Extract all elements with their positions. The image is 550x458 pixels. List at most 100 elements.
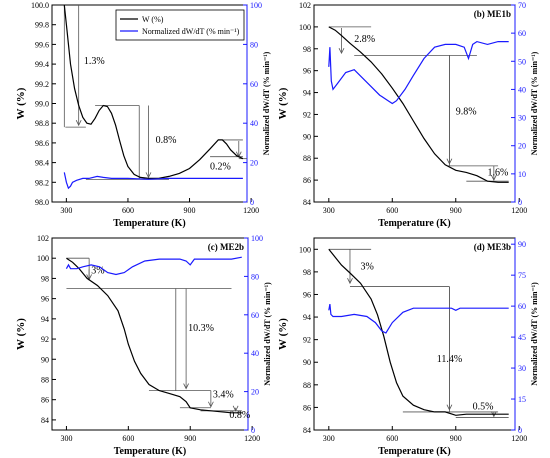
y-tick-label: 100 [299, 23, 311, 32]
y2-tick-label: 45 [518, 333, 526, 342]
x-axis-label: Temperature (K) [378, 446, 451, 457]
x-axis-label: Temperature (K) [113, 218, 186, 229]
y-tick-label: 99.6 [35, 40, 49, 49]
chart-panel: 300 600 900 1200848688909294969810010201020… [277, 1, 539, 229]
y2-tick-label: 70 [518, 1, 526, 10]
y-tick-label: 88 [41, 375, 49, 384]
y2-tick-label: 60 [518, 302, 526, 311]
legend-label: Normalized dW/dT (% min⁻¹) [142, 27, 240, 36]
arrow-head [208, 401, 214, 408]
y2-tick-label: 90 [518, 240, 526, 249]
y-tick-label: 100 [299, 245, 311, 254]
percent-annotation: 0.8% [156, 135, 177, 146]
chart-panel: 300 600 900 120098.098.298.498.698.899.099.… [15, 1, 271, 229]
y2-tick-label: 40 [518, 85, 526, 94]
y2-tick-label: 40 [251, 349, 259, 358]
y-tick-label: 88 [303, 154, 311, 163]
percent-annotation: 0.5% [473, 402, 494, 413]
y-tick-label: 92 [303, 336, 311, 345]
y-tick-label: 98 [303, 268, 311, 277]
percent-annotation: 3% [361, 262, 374, 273]
y-tick-label: 98.6 [35, 139, 49, 148]
derivative-series-line [63, 172, 243, 190]
arrow-head [446, 158, 453, 165]
arrow-head [145, 172, 152, 179]
y-axis-label: W (%) [277, 318, 289, 350]
y2-tick-label: 20 [251, 388, 259, 397]
chart-panel: 300 600 900 1200 84 86 88 90 92 94 96 98 100 102 0 20 40… [15, 234, 272, 457]
y-tick-label: 94 [303, 89, 311, 98]
percent-annotation: 11.4% [437, 354, 462, 365]
y2-tick-label: 60 [518, 29, 526, 38]
percent-annotation: 2.8% [354, 34, 375, 45]
arrow-head [232, 405, 239, 412]
y2-tick-label: 15 [518, 395, 526, 404]
chart-panel: 300 600 900 1200 84 86 88 90 92 94 96 98 100 0 15 30 45 6… [277, 237, 539, 457]
y2-tick-label: 60 [250, 80, 258, 89]
y2-axis-label: Normalized dW/dT (% min⁻¹) [263, 282, 272, 386]
y-tick-label: 102 [37, 234, 49, 243]
y-tick-label: 84 [41, 416, 49, 425]
x-tick-label: 600 [386, 434, 398, 443]
y-axis-label: W (%) [15, 318, 27, 350]
percent-annotation: 0.2% [210, 161, 231, 172]
x-tick-label: 900 [184, 434, 196, 443]
y-tick-label: 98.4 [35, 159, 49, 168]
derivative-series-line [328, 303, 509, 334]
percent-annotation: 0.8% [229, 410, 250, 421]
weight-series-line [66, 257, 242, 414]
y-tick-label: 99.4 [35, 60, 49, 69]
y2-tick-label: 0 [518, 426, 522, 435]
y-tick-label: 100.0 [31, 1, 49, 10]
y-tick-label: 99.2 [35, 80, 49, 89]
derivative-series-line [328, 40, 509, 105]
x-tick-label: 900 [184, 206, 196, 215]
y-tick-label: 96 [303, 67, 311, 76]
y2-axis-label: Normalized dW/dT (% min⁻¹) [530, 282, 539, 386]
y2-tick-label: 0 [250, 198, 254, 207]
legend-box [115, 9, 245, 41]
y-tick-label: 98.8 [35, 119, 49, 128]
y-tick-label: 102 [299, 1, 311, 10]
y-tick-label: 99.0 [35, 100, 49, 109]
weight-series-line [328, 26, 509, 183]
y2-tick-label: 50 [518, 57, 526, 66]
arrow-head [490, 174, 497, 182]
y2-tick-label: 80 [250, 40, 258, 49]
percent-annotation: 3.4% [213, 390, 234, 401]
x-tick-label: 300 [323, 434, 335, 443]
y2-tick-label: 40 [250, 119, 258, 128]
weight-series-line [63, 4, 244, 179]
percent-annotation: 1.6% [487, 168, 508, 179]
arrow-head [490, 411, 497, 418]
y2-tick-label: 80 [251, 272, 259, 281]
derivative-series-line [65, 256, 242, 276]
y-tick-label: 92 [303, 110, 311, 119]
y-tick-label: 94 [303, 313, 311, 322]
y2-tick-label: 20 [250, 159, 258, 168]
arrow-head [183, 383, 189, 390]
y2-axis-label: Normalized dW/dT (% min⁻¹) [530, 51, 539, 155]
x-tick-label: 300 [60, 206, 72, 215]
percent-annotation: 1.3% [84, 56, 105, 67]
x-tick-label: 900 [450, 206, 462, 215]
plot-frame [313, 4, 516, 203]
x-tick-label: 600 [386, 206, 398, 215]
y-tick-label: 84 [303, 198, 311, 207]
y2-tick-label: 30 [518, 114, 526, 123]
y-tick-label: 90 [303, 358, 311, 367]
y-tick-label: 86 [303, 403, 311, 412]
x-tick-label: 1200 [243, 206, 259, 215]
weight-series-line [328, 248, 509, 416]
x-tick-label: 600 [122, 434, 134, 443]
y2-tick-label: 10 [518, 170, 526, 179]
y-tick-label: 96 [303, 290, 311, 299]
y2-tick-label: 100 [250, 1, 262, 10]
x-tick-label: 900 [450, 434, 462, 443]
y2-axis-label: Normalized dW/dT (% min⁻¹) [262, 51, 271, 155]
x-tick-label: 1200 [244, 434, 260, 443]
y2-tick-label: 75 [518, 271, 526, 280]
y-tick-label: 86 [303, 176, 311, 185]
y-tick-label: 90 [41, 355, 49, 364]
